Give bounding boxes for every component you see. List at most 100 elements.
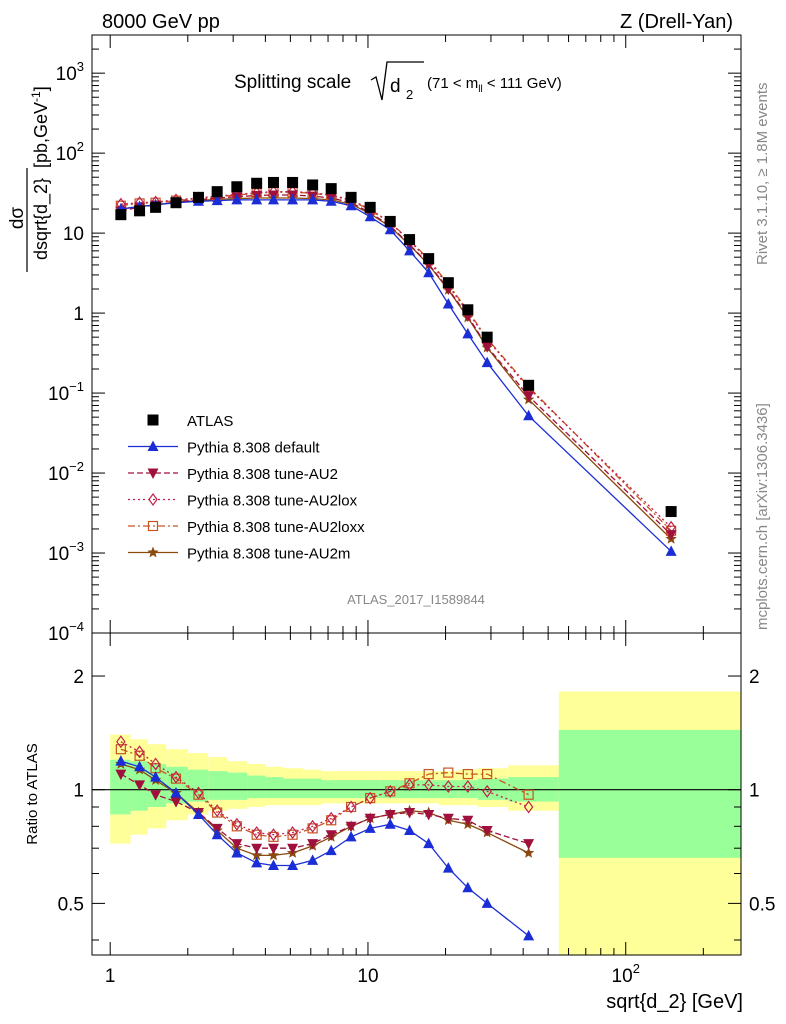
atlas-point	[192, 191, 204, 203]
ratio-pythia-8-308-tune-au2lox-point	[116, 735, 126, 749]
ratio-pythia-8-308-tune-au2-point	[150, 790, 162, 801]
atlas-point	[170, 197, 182, 209]
atlas-point	[462, 304, 474, 316]
ratio-pythia-8-308-default-point	[481, 897, 493, 908]
ratio-pythia-8-308-tune-au2lox-point	[523, 800, 534, 814]
ratio-pythia-8-308-default-point	[192, 808, 204, 819]
ratio-pythia-8-308-tune-au2loxx-point	[523, 789, 534, 800]
ratio-pythia-8-308-default-point	[115, 755, 127, 766]
xlabel: sqrt{d_2} [GeV]	[606, 991, 743, 1013]
atlas-point	[211, 186, 223, 198]
ratio-pythia-8-308-default-point	[523, 929, 535, 941]
pythia-8-308-default-point	[462, 327, 474, 339]
pythia-8-308-default-point	[481, 356, 493, 368]
ratio-pythia-8-308-tune-au2lox-point	[150, 757, 161, 771]
x-tick-label: 102	[612, 961, 640, 987]
green-band-bin	[247, 775, 266, 799]
pythia-8-308-tune-au2m-line	[120, 197, 672, 540]
legend-marker	[147, 520, 159, 532]
ratio-pythia-8-308-tune-au2-point	[287, 843, 299, 855]
ratio-pythia-8-308-tune-au2loxx-line	[120, 748, 529, 838]
pythia-8-308-tune-au2-point	[523, 391, 535, 402]
ratio-y-tick-label-right: 0.5	[749, 894, 775, 915]
ratio-pythia-8-308-tune-au2-point	[462, 815, 474, 827]
pythia-8-308-default-point	[287, 193, 299, 205]
sqrt-symbol	[370, 61, 424, 101]
main-panel-frame	[91, 34, 742, 634]
ratio-pythia-8-308-default-point	[150, 771, 162, 782]
pythia-8-308-default-point	[211, 194, 223, 206]
green-band-bin	[187, 769, 209, 802]
y-tick-label: 10−4	[48, 619, 84, 645]
ratio-pythia-8-308-default-point	[170, 787, 182, 798]
ratio-series-layer	[115, 735, 535, 941]
ratio-pythia-8-308-default-point	[251, 856, 263, 868]
ratio-pythia-8-308-tune-au2lox-point	[365, 791, 375, 805]
atlas-point	[404, 234, 416, 246]
pythia-8-308-default-point	[364, 210, 376, 222]
ratio-pythia-8-308-tune-au2lox-point	[307, 819, 318, 833]
legend-entry: ATLAS	[187, 413, 233, 430]
pythia-8-308-tune-au2-line	[120, 194, 672, 536]
pythia-8-308-default-point	[267, 193, 279, 205]
atlas-point	[481, 331, 493, 343]
pythia-8-308-default-point	[384, 223, 396, 235]
ratio-y-tick-label: 1	[73, 781, 84, 802]
pythia-8-308-default-point	[665, 545, 677, 556]
atlas-point	[307, 179, 319, 191]
ratio-pythia-8-308-tune-au2m-point	[267, 849, 280, 861]
pythia-8-308-tune-au2-point	[665, 530, 677, 541]
ratio-pythia-8-308-tune-au2-point	[442, 813, 454, 825]
green-band-bin	[227, 772, 248, 800]
green-band-bin	[283, 778, 304, 799]
ratio-pythia-8-308-tune-au2loxx-point	[251, 829, 262, 840]
ratio-pythia-8-308-tune-au2loxx-point	[443, 767, 454, 778]
ratio-pythia-8-308-tune-au2-point	[251, 843, 263, 855]
pythia-8-308-tune-au2-point	[481, 342, 493, 353]
ratio-pythia-8-308-default-point	[134, 760, 146, 772]
atlas-point	[287, 176, 299, 188]
ratio-pythia-8-308-tune-au2-point	[481, 825, 493, 837]
ratio-pythia-8-308-tune-au2-point	[364, 813, 376, 825]
atlas-point	[115, 209, 127, 221]
ratio-pythia-8-308-default-point	[404, 824, 416, 835]
ratio-pythia-8-308-tune-au2-point	[115, 769, 127, 781]
ratio-pythia-8-308-tune-au2lox-line	[120, 741, 529, 836]
mcplots-label: mcplots.cern.ch [arXiv:1306.3436]	[754, 403, 771, 630]
legend-marker	[147, 468, 159, 479]
ratio-pythia-8-308-default-point	[364, 822, 376, 833]
ratio-pythia-8-308-tune-au2loxx-point	[268, 831, 279, 842]
ratio-pythia-8-308-tune-au2-point	[231, 839, 243, 850]
atlas-point	[345, 191, 357, 203]
ratio-y-tick-label: 2	[73, 667, 84, 688]
legend-entry: Pythia 8.308 tune-AU2lox	[187, 493, 358, 510]
legend-entry: Pythia 8.308 tune-AU2loxx	[187, 519, 365, 536]
ratio-pythia-8-308-default-point	[231, 846, 243, 858]
ratio-pythia-8-308-tune-au2-point	[423, 809, 435, 821]
atlas-point	[442, 277, 454, 289]
atlas-point	[267, 176, 279, 188]
ratio-axis-ticks: 1 10 102 0.5 0.5 1 1 2 2	[58, 633, 775, 987]
ratio-y-tick-label-right: 1	[749, 781, 760, 802]
rivet-label: Rivet 3.1.10, ≥ 1.8M events	[754, 83, 771, 266]
y-tick-label: 10−1	[48, 379, 84, 405]
atlas-point	[150, 201, 162, 213]
ylabel-denominator: dsqrt{d_2}	[31, 178, 52, 260]
main-axis-ticks: 10−4 10−3 10−2 10−1 1 10 102 103	[48, 34, 741, 645]
x-tick-label: 1	[105, 966, 116, 987]
ratio-pythia-8-308-default-point	[345, 830, 357, 842]
ratio-pythia-8-308-default-point	[325, 844, 337, 856]
ratio-pythia-8-308-tune-au2loxx-point	[115, 744, 126, 755]
ratio-pythia-8-308-tune-au2-point	[307, 839, 319, 850]
legend-marker	[148, 492, 158, 507]
ratio-pythia-8-308-tune-au2lox-point	[346, 800, 356, 814]
legend-marker	[147, 414, 159, 426]
legend-marker	[147, 546, 159, 558]
ratio-pythia-8-308-tune-au2lox-point	[212, 804, 222, 818]
green-band-bin	[265, 777, 284, 799]
ratio-pythia-8-308-default-point	[287, 859, 299, 870]
ratio-pythia-8-308-tune-au2-point	[267, 843, 279, 855]
ratio-pythia-8-308-tune-au2lox-point	[193, 786, 204, 800]
ratio-pythia-8-308-tune-au2lox-point	[326, 811, 336, 825]
